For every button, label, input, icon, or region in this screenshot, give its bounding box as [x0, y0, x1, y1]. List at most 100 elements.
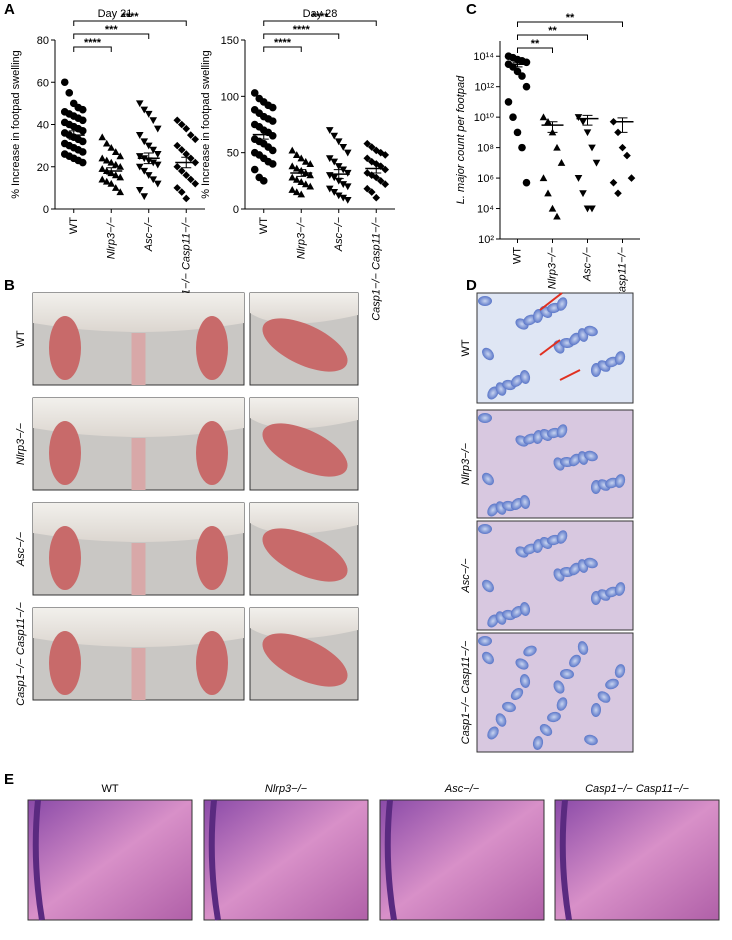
error-bar [143, 152, 154, 165]
data-point [579, 190, 587, 198]
photo-fur [33, 293, 244, 332]
cell-nucleus [584, 557, 598, 569]
panel-label: C [466, 1, 477, 18]
data-point [186, 154, 195, 163]
cell-nucleus [569, 654, 581, 668]
cell-nucleus [482, 579, 494, 593]
cell-nucleus [482, 472, 494, 486]
row-label: WT [460, 339, 472, 356]
data-point [339, 181, 348, 189]
data-point [268, 160, 277, 168]
data-point [111, 171, 120, 179]
data-point [367, 171, 376, 179]
data-point [182, 124, 191, 133]
significance-bracket [517, 47, 553, 53]
data-point [111, 160, 120, 168]
data-point [330, 174, 339, 182]
cell-nucleus [556, 297, 568, 311]
cell-nucleus [532, 736, 544, 750]
y-tick-label: 10² [478, 234, 494, 246]
data-point [98, 133, 107, 141]
data-point [325, 185, 334, 193]
data-point [116, 162, 125, 170]
x-tick-label: WT [512, 247, 524, 264]
row-label: Nlrp3−/− [460, 442, 472, 485]
row-label: Asc−/− [15, 531, 27, 567]
error-bar [547, 121, 558, 133]
cell-nucleus [487, 726, 499, 740]
y-tick-label: 80 [37, 35, 49, 47]
data-point [363, 184, 372, 193]
data-point [297, 190, 306, 198]
image-title: Casp1−/− Casp11−/− [585, 783, 689, 795]
data-point [116, 173, 125, 181]
arrow [539, 339, 561, 356]
data-point [135, 186, 144, 194]
y-axis-label: L. major count per footpad [455, 75, 467, 204]
data-point [330, 132, 339, 140]
data-point [627, 174, 636, 182]
data-point [301, 157, 310, 165]
cell-nucleus [519, 495, 531, 509]
cell-nucleus [590, 703, 602, 717]
cell-nucleus [556, 530, 568, 544]
data-point [191, 135, 200, 144]
significance-label: ** [548, 25, 557, 37]
arrow [559, 369, 581, 381]
error-bar [181, 156, 192, 169]
data-point [539, 113, 548, 121]
data-point [153, 125, 162, 133]
data-point [98, 175, 107, 183]
data-point [182, 194, 191, 203]
photo-tail [131, 543, 146, 595]
significance-bracket [517, 21, 623, 27]
data-point [177, 188, 186, 196]
data-point [363, 169, 372, 177]
y-tick-label: 0 [43, 204, 49, 216]
data-point [609, 178, 618, 187]
data-point [339, 194, 348, 202]
significance-label: ** [531, 38, 540, 50]
data-point [153, 180, 162, 188]
data-point [98, 165, 107, 172]
data-point [588, 205, 596, 213]
data-point [173, 116, 182, 125]
data-point [539, 174, 548, 182]
tissue-edge [559, 799, 572, 921]
photo-paw [49, 421, 81, 485]
data-point [367, 188, 376, 196]
error-bar [258, 129, 269, 140]
data-point [614, 189, 622, 198]
data-point [78, 116, 87, 125]
data-point [574, 175, 583, 182]
data-point [334, 138, 343, 146]
data-point [372, 173, 381, 182]
data-point [325, 127, 334, 134]
significance-label: **** [293, 24, 311, 36]
cell-nucleus [577, 641, 589, 655]
y-tick-label: 40 [37, 120, 49, 132]
data-point [522, 82, 531, 91]
data-point [78, 158, 87, 167]
data-point [177, 120, 186, 129]
data-point [111, 148, 120, 156]
data-point [334, 177, 343, 185]
photo-tail [131, 438, 146, 490]
data-point [334, 163, 343, 170]
data-point [518, 72, 526, 80]
cell-nucleus [510, 687, 524, 701]
y-tick-label: 10¹⁴ [473, 51, 494, 63]
data-point [116, 188, 125, 196]
data-point [191, 179, 200, 188]
photo-paw [262, 318, 348, 372]
data-point [186, 131, 195, 139]
cell-nucleus [502, 701, 516, 713]
photo-fur [250, 608, 358, 639]
data-point [363, 154, 372, 163]
x-tick-label: Casp1−/− Casp11−/− [370, 216, 382, 320]
data-point [372, 193, 381, 202]
data-point [78, 105, 87, 114]
data-point [259, 177, 268, 185]
data-point [522, 178, 531, 187]
